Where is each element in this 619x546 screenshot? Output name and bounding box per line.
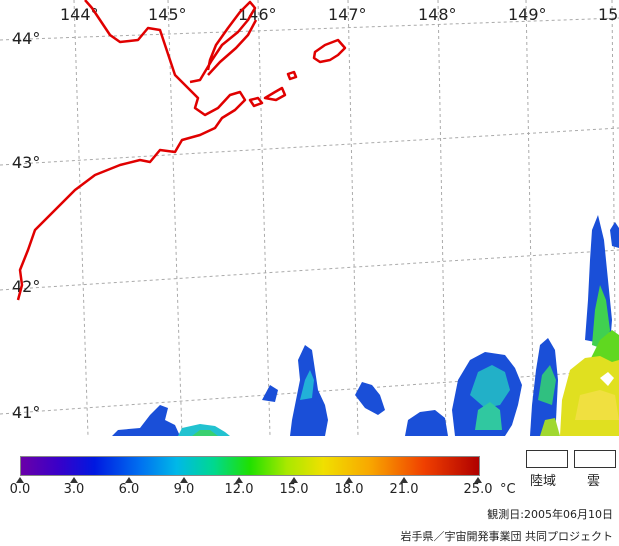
lon-label-150: 15 xyxy=(598,5,618,24)
sst-patch xyxy=(538,365,556,405)
sst-patch xyxy=(540,418,560,436)
colorbar-tick-label: 0.0 xyxy=(9,482,31,497)
lat-label-43: 43° xyxy=(12,153,40,172)
credit-text: 岩手県／宇宙開発事業団 共同プロジェクト xyxy=(400,530,614,543)
hokkaido-coast xyxy=(16,0,247,301)
lon-label-144: 144° xyxy=(60,5,99,24)
sst-patch xyxy=(600,372,614,386)
sst-patch xyxy=(262,385,278,402)
longitude-labels: 144° 145° 146° 147° 148° 149° 15 xyxy=(60,5,618,24)
colorbar-tick xyxy=(474,477,482,483)
lon-label-145: 145° xyxy=(148,5,187,24)
kunashiri-coast xyxy=(207,19,258,76)
colorbar-tick xyxy=(290,477,298,483)
lat-label-41: 41° xyxy=(12,403,40,422)
temperature-colorbar xyxy=(20,456,480,476)
lat-label-44: 44° xyxy=(12,29,40,48)
colorbar-tick-label: 25.0 xyxy=(463,482,493,497)
sst-patch xyxy=(192,430,218,436)
land-label: 陸域 xyxy=(530,474,557,489)
sst-patch xyxy=(355,382,385,415)
coastline xyxy=(16,0,347,301)
colorbar-tick xyxy=(235,477,243,483)
land-swatch xyxy=(526,450,568,468)
sst-patches xyxy=(112,215,619,436)
colorbar-tick xyxy=(345,477,353,483)
colorbar-tick xyxy=(400,477,408,483)
sst-patch xyxy=(405,410,448,436)
temperature-unit: °C xyxy=(500,482,516,497)
lon-label-148: 148° xyxy=(418,5,457,24)
cloud-label: 雲 xyxy=(587,474,601,489)
habomai-islet-2 xyxy=(263,86,287,102)
sst-patch xyxy=(300,370,314,400)
sst-patch xyxy=(470,365,510,408)
colorbar-tick xyxy=(125,477,133,483)
colorbar-tick-label: 18.0 xyxy=(334,482,364,497)
legend: 0.0 3.0 6.0 9.0 12.0 15.0 18.0 21.0 25.0… xyxy=(0,436,619,546)
latitude-labels: 44° 43° 42° 41° xyxy=(12,29,40,422)
sst-patch xyxy=(575,390,619,420)
lon-label-147: 147° xyxy=(328,5,367,24)
observation-date: 観測日:2005年06月10日 xyxy=(487,508,613,521)
habomai-islet-3 xyxy=(286,70,298,81)
sst-map: 144° 145° 146° 147° 148° 149° 15 44° 43°… xyxy=(0,0,619,436)
lon-label-149: 149° xyxy=(508,5,547,24)
colorbar-tick-label: 12.0 xyxy=(224,482,254,497)
sst-patch xyxy=(610,222,619,248)
colorbar-tick-label: 3.0 xyxy=(63,482,85,497)
habomai-islet-1 xyxy=(248,96,264,108)
sst-patch xyxy=(112,405,180,436)
sst-patch xyxy=(475,402,502,430)
cloud-swatch xyxy=(574,450,616,468)
colorbar-tick xyxy=(180,477,188,483)
sst-patch xyxy=(592,285,610,350)
shiretoko-coast xyxy=(189,0,257,84)
colorbar-tick-label: 15.0 xyxy=(279,482,309,497)
colorbar-tick-label: 6.0 xyxy=(118,482,140,497)
lat-label-42: 42° xyxy=(12,277,40,296)
colorbar-tick xyxy=(70,477,78,483)
colorbar-tick-label: 9.0 xyxy=(173,482,195,497)
shikotan-island xyxy=(312,38,347,64)
colorbar-tick-label: 21.0 xyxy=(389,482,419,497)
colorbar-tick xyxy=(16,477,24,483)
